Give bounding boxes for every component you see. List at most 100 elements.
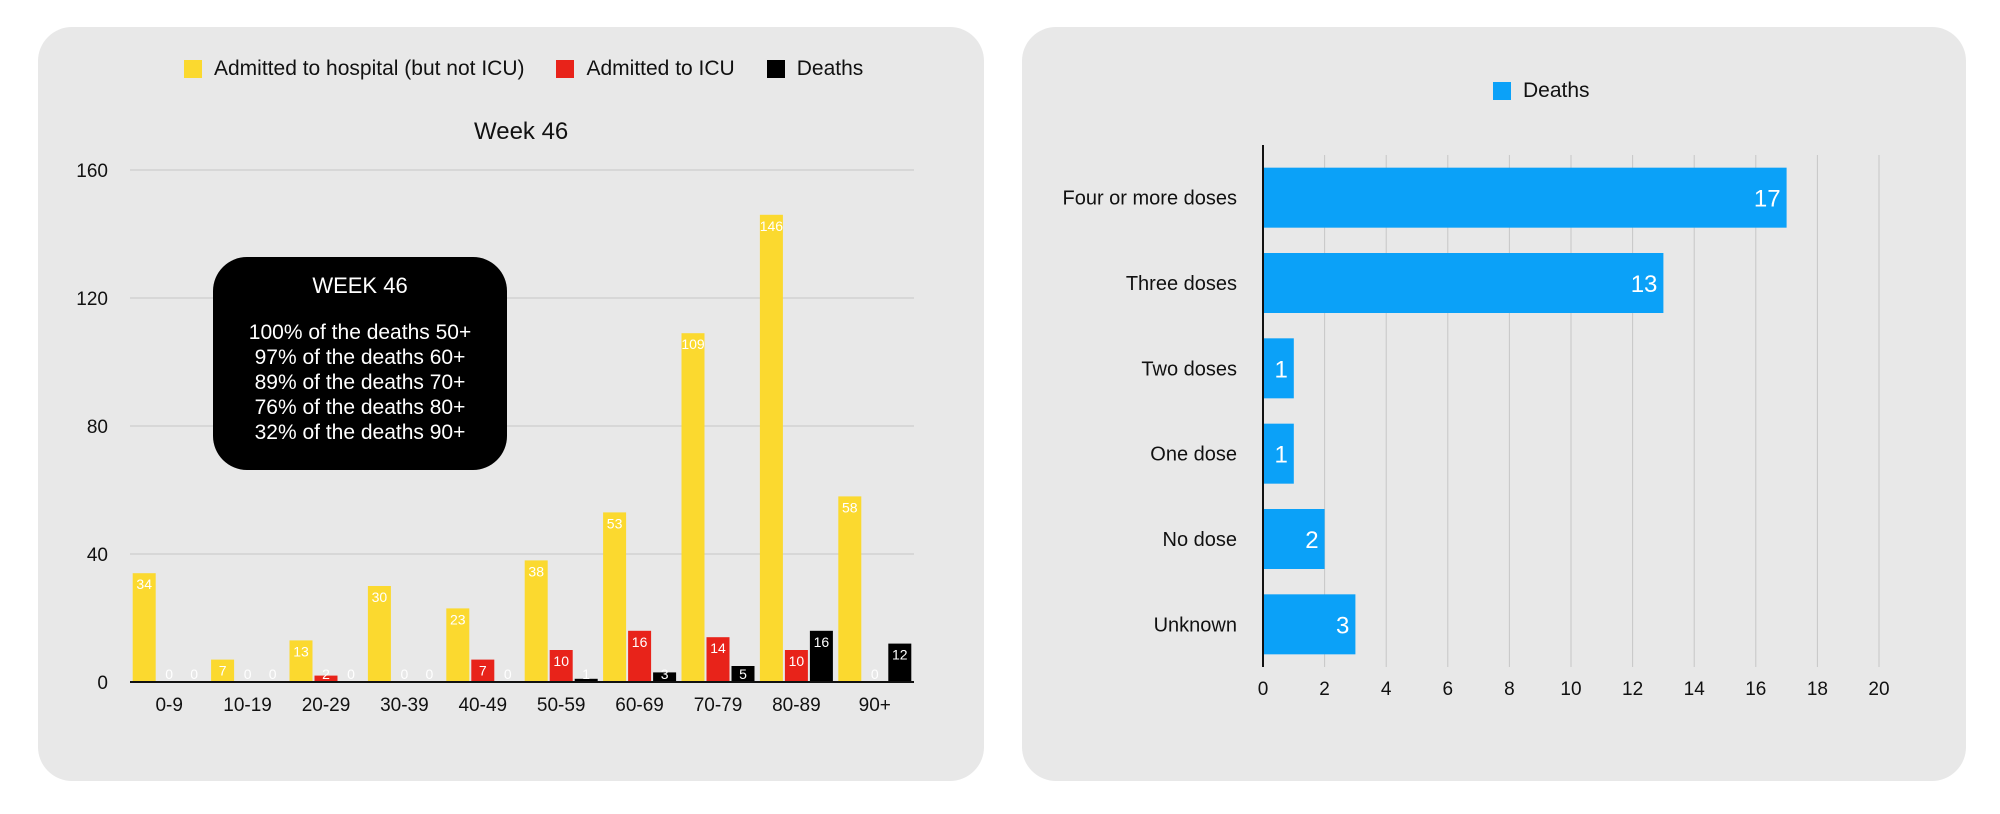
week-summary-callout: WEEK 46 100% of the deaths 50+ 97% of th… xyxy=(213,257,507,470)
y-tick-label: 0 xyxy=(97,673,108,694)
bar-value-label: 10 xyxy=(553,653,569,669)
right-chart-panel: Deaths 0 2 4 6 8 10 12 14 16 18 20 17 Four or more d… xyxy=(1022,27,1966,781)
legend-label-hospital: Admitted to hospital (but not ICU) xyxy=(214,57,525,80)
bar-deaths xyxy=(653,672,677,682)
x-tick-label: 10-19 xyxy=(223,695,272,716)
bar-value-label: 0 xyxy=(269,666,277,682)
bar-value-label: 0 xyxy=(347,666,355,682)
bar-value-label: 5 xyxy=(739,666,747,682)
bar-deaths xyxy=(1263,338,1294,399)
x-tick-label: 18 xyxy=(1807,679,1828,700)
x-tick-label: 80-89 xyxy=(772,695,821,716)
x-tick-label: 10 xyxy=(1560,679,1581,700)
x-tick-label: 20 xyxy=(1868,679,1889,700)
bar-admitted xyxy=(603,512,627,682)
x-tick-label: 8 xyxy=(1504,679,1515,700)
x-tick-label: 70-79 xyxy=(694,695,743,716)
x-tick-label: 30-39 xyxy=(380,695,429,716)
bar-deaths xyxy=(809,630,833,682)
bar-admitted xyxy=(446,608,470,682)
legend-swatch-deaths-right xyxy=(1493,82,1511,100)
bar-value-label: 2 xyxy=(1305,527,1318,554)
bar-admitted xyxy=(784,650,808,682)
left-chart-panel: Admitted to hospital (but not ICU) Admit… xyxy=(38,27,984,781)
legend-item-icu: Admitted to ICU xyxy=(556,57,735,81)
legend-label-deaths: Deaths xyxy=(796,57,864,80)
bar-value-label: 16 xyxy=(814,634,830,650)
callout-line: 97% of the deaths 60+ xyxy=(254,346,466,369)
bar-value-label: 0 xyxy=(401,666,409,682)
bar-admitted xyxy=(314,675,338,682)
y-tick-label: 160 xyxy=(76,161,108,182)
bar-deaths xyxy=(574,678,598,682)
legend-item-deaths: Deaths xyxy=(766,57,864,81)
bar-value-label: 23 xyxy=(450,611,466,627)
bar-deaths xyxy=(1263,253,1664,313)
legend-item-deaths-right: Deaths xyxy=(1493,79,1590,103)
bar-value-label: 0 xyxy=(871,666,879,682)
x-tick-label: 14 xyxy=(1684,679,1706,700)
y-category-label: No dose xyxy=(1163,529,1238,551)
y-category-label: Two doses xyxy=(1141,358,1237,380)
bar-admitted xyxy=(211,659,235,682)
bar-value-label: 14 xyxy=(710,640,726,656)
bar-value-label: 2 xyxy=(322,666,330,682)
bar-value-label: 53 xyxy=(607,515,623,531)
legend-swatch-deaths xyxy=(766,60,785,78)
left-legend: Admitted to hospital (but not ICU) Admit… xyxy=(184,57,895,81)
bar-admitted xyxy=(706,637,730,682)
bar-admitted xyxy=(759,214,783,683)
y-tick-label: 40 xyxy=(87,545,108,566)
x-tick-label: 16 xyxy=(1745,679,1766,700)
y-category-label: Four or more doses xyxy=(1062,188,1237,210)
bar-value-label: 109 xyxy=(681,336,705,352)
bar-value-label: 7 xyxy=(219,663,227,679)
y-tick-label: 80 xyxy=(87,417,108,438)
bar-value-label: 10 xyxy=(789,653,805,669)
x-tick-label: 90+ xyxy=(859,695,891,716)
bar-value-label: 1 xyxy=(1274,356,1287,383)
bar-deaths xyxy=(888,643,912,682)
x-tick-label: 60-69 xyxy=(615,695,664,716)
bar-admitted xyxy=(681,333,705,682)
bar-value-label: 1 xyxy=(582,666,590,682)
bar-value-label: 13 xyxy=(1631,271,1658,298)
legend-label-icu: Admitted to ICU xyxy=(586,57,735,80)
right-legend: Deaths xyxy=(1493,79,1622,103)
callout-line: 76% of the deaths 80+ xyxy=(254,396,466,419)
callout-line: 89% of the deaths 70+ xyxy=(254,371,466,394)
bar-deaths xyxy=(1263,167,1787,228)
bar-admitted xyxy=(132,573,156,682)
x-tick-label: 20-29 xyxy=(302,695,351,716)
bar-value-label: 12 xyxy=(892,647,908,663)
bar-value-label: 1 xyxy=(1274,442,1287,469)
legend-swatch-icu xyxy=(556,60,575,78)
y-category-label: Three doses xyxy=(1126,273,1237,295)
x-tick-label: 40-49 xyxy=(458,695,507,716)
bar-admitted xyxy=(289,640,313,682)
legend-item-hospital: Admitted to hospital (but not ICU) xyxy=(184,57,524,81)
bar-admitted xyxy=(471,659,495,682)
bar-value-label: 0 xyxy=(244,666,252,682)
left-chart-title: Week 46 xyxy=(474,118,569,145)
bar-value-label: 3 xyxy=(1336,612,1349,639)
legend-swatch-hospital xyxy=(184,60,202,78)
bar-value-label: 16 xyxy=(632,634,648,650)
y-tick-label: 120 xyxy=(76,289,108,310)
bar-value-label: 58 xyxy=(842,499,858,515)
x-tick-label: 6 xyxy=(1443,679,1454,700)
bar-admitted xyxy=(549,650,573,682)
x-tick-label: 0 xyxy=(1258,679,1269,700)
bar-value-label: 0 xyxy=(190,666,198,682)
x-tick-label: 0-9 xyxy=(155,695,182,716)
x-tick-label: 4 xyxy=(1381,679,1392,700)
bar-admitted xyxy=(367,586,391,682)
bar-value-label: 0 xyxy=(504,666,512,682)
bar-admitted xyxy=(838,496,862,682)
bar-value-label: 3 xyxy=(661,666,669,682)
x-tick-label: 2 xyxy=(1319,679,1330,700)
bar-admitted xyxy=(524,560,548,682)
bar-deaths xyxy=(1263,509,1325,569)
